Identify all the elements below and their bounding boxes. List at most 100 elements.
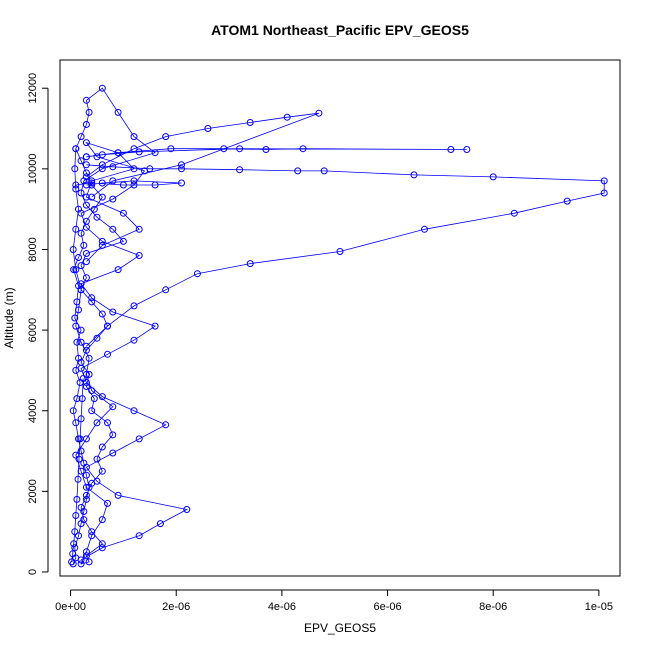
data-point [82,495,90,503]
data-point [75,254,82,261]
data-point [71,165,79,173]
data-point [135,252,143,259]
data-point [77,229,85,237]
data-point [77,447,85,455]
data-point [82,173,90,181]
data-point [88,528,96,536]
data-point [98,84,106,92]
data-point [220,145,228,153]
series-line-5 [86,112,320,198]
data-point [320,167,328,175]
data-point [98,151,106,159]
x-tick-label: 0e+00 [55,601,86,613]
data-point [75,532,82,540]
data-point [71,544,79,552]
data-point [489,173,497,181]
data-point [69,246,77,253]
data-point [69,407,77,415]
data-point [294,167,302,175]
data-point [73,338,81,346]
data-point [77,338,85,346]
data-point [104,419,111,427]
x-tick-label: 4e-06 [268,601,296,613]
data-point [70,266,78,274]
y-tick-label: 4000 [27,398,39,422]
data-point [600,177,608,185]
y-tick-label: 8000 [27,237,39,261]
data-point [151,322,159,330]
data-point [178,179,185,187]
data-point [178,165,185,173]
data-point [98,467,106,475]
data-point [82,161,90,169]
data-point [85,370,93,378]
plot-area [68,84,608,568]
y-tick-label: 2000 [27,479,39,503]
data-point [90,395,98,403]
data-point [119,181,127,189]
data-point [77,209,85,217]
data-point [283,113,291,121]
data-point [69,550,77,558]
data-point [68,558,76,566]
data-point [93,455,101,463]
data-point [71,314,79,322]
data-point [130,302,138,310]
series-line-3 [86,164,605,347]
data-point [246,119,254,126]
data-point [76,435,84,443]
data-point [98,237,106,245]
data-point [98,193,106,201]
data-point [114,266,122,274]
data-point [114,491,122,499]
data-point [93,419,101,427]
x-tick-label: 1e-05 [585,601,613,613]
data-point [82,250,90,257]
data-point [98,241,106,249]
data-point [77,556,85,564]
data-point [135,225,143,233]
data-point [82,153,90,161]
y-tick-label: 6000 [27,318,39,342]
data-point [236,145,244,153]
data-point [88,177,96,185]
data-point [82,346,90,354]
data-point [162,286,170,294]
data-point [77,504,85,511]
data-point [73,495,81,503]
data-point [69,560,77,568]
data-point [72,145,80,153]
data-point [98,310,106,318]
data-point [82,181,90,189]
data-point [130,407,138,415]
data-point [77,364,85,372]
data-point [72,225,80,233]
data-point [563,197,571,205]
data-point [71,528,79,536]
x-tick-label: 2e-06 [162,601,190,613]
data-point [77,326,85,334]
series-line-6 [75,180,182,186]
data-point [82,342,90,350]
data-point [130,165,138,173]
data-point [98,544,106,552]
data-point [130,133,138,141]
data-point [114,149,122,157]
data-point [72,185,80,193]
data-point [109,195,117,203]
data-point [75,306,82,314]
data-point [82,201,90,209]
data-point [410,171,418,179]
data-point [421,225,428,233]
data-point [104,322,111,330]
data-point [80,516,88,524]
data-point [72,419,80,427]
data-point [72,266,80,274]
data-point [167,145,175,153]
data-point [336,248,344,255]
data-point [135,532,143,540]
data-point [88,294,96,302]
data-point [183,506,191,513]
data-point [246,260,254,268]
